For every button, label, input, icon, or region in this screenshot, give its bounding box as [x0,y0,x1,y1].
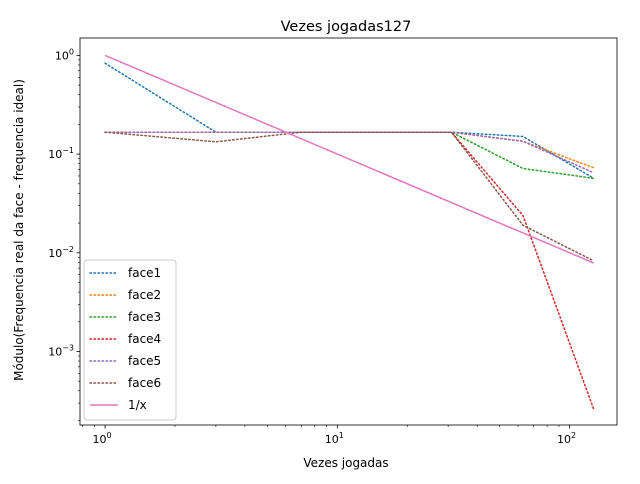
legend-label-1: face1 [128,266,161,280]
y-tick-exponent: 0 [69,47,74,56]
legend: face1 face2 face3 face4 face5 face6 1/x [83,259,177,421]
x-tick-exponent: 0 [107,431,112,440]
series-lines [104,54,595,410]
legend-label-4: face4 [128,332,161,346]
legend-box [83,259,177,421]
chart-title: Vezes jogadas127 [281,19,412,35]
axes-frame [79,37,618,426]
x-axis-label: Vezes jogadas [303,456,388,470]
legend-label-7: 1/x [128,398,147,412]
x-tick-exponent: 2 [571,431,576,440]
legend-label-2: face2 [128,288,161,302]
series-line-6 [104,131,595,262]
y-tick-exponent: −3 [62,343,74,352]
legend-label-6: face6 [128,376,161,390]
x-tick-exponent: 1 [339,431,344,440]
y-tick-exponent: −2 [62,245,74,254]
y-axis-label: Módulo(Frequencia real da face - frequen… [12,79,26,381]
series-line-7 [104,54,594,264]
legend-label-3: face3 [128,310,161,324]
y-tick-exponent: −1 [62,146,74,155]
legend-label-5: face5 [128,354,161,368]
